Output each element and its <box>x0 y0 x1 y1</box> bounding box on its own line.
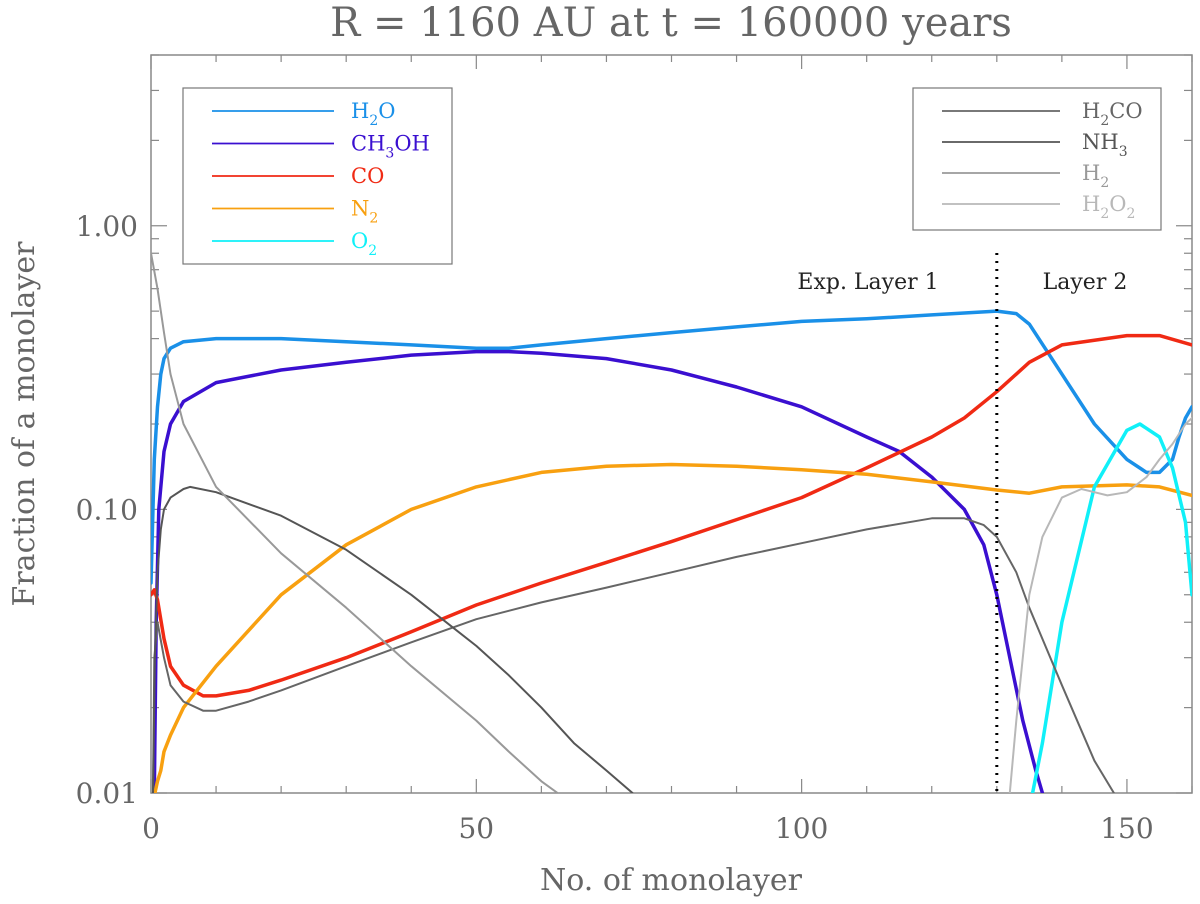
annotation-exp-layer-1: Exp. Layer 1 <box>797 270 938 295</box>
series-line-h2o2 <box>1008 417 1192 793</box>
series-line-h2o <box>151 309 1192 585</box>
series-line-nh3 <box>152 485 634 793</box>
series-lines <box>151 252 1192 793</box>
y-tick-label: 0.10 <box>76 493 138 526</box>
chart-title: R = 1160 AU at t = 160000 years <box>330 0 1012 46</box>
legend-label-co: CO <box>351 164 384 188</box>
y-tick-label: 1.00 <box>76 210 138 243</box>
legend-label-h2co: H2CO <box>1082 99 1143 129</box>
y-axis-label: Fraction of a monolayer <box>7 241 42 607</box>
x-tick-labels: 0 50 100 150 <box>142 812 1154 845</box>
x-tick-label: 50 <box>458 812 494 845</box>
legend-label-n2: N2 <box>351 197 378 227</box>
legend-label-o2: O2 <box>351 229 377 259</box>
series-line-h2co <box>152 517 1115 793</box>
x-tick-label: 150 <box>1100 812 1153 845</box>
series-line-n2 <box>153 462 1192 793</box>
y-tick-labels: 0.01 0.10 1.00 <box>76 210 138 810</box>
legend-label-h2o: H2O <box>351 99 395 129</box>
series-line-ch3oh <box>152 349 1045 793</box>
x-tick-label: 100 <box>775 812 828 845</box>
x-axis-label: No. of monolayer <box>540 863 803 898</box>
series-line-h2 <box>151 252 559 793</box>
y-tick-label: 0.01 <box>76 777 138 810</box>
legend-label-h2o2: H2O2 <box>1082 192 1135 222</box>
series-line-co <box>151 333 1192 698</box>
legend-label-h2: H2 <box>1082 161 1109 191</box>
legend-label-ch3oh: CH3OH <box>351 132 430 162</box>
x-tick-label: 0 <box>142 812 160 845</box>
annotation-layer-2: Layer 2 <box>1043 270 1128 295</box>
series-line-o2 <box>1030 422 1192 793</box>
legend-label-nh3: NH3 <box>1082 130 1128 160</box>
